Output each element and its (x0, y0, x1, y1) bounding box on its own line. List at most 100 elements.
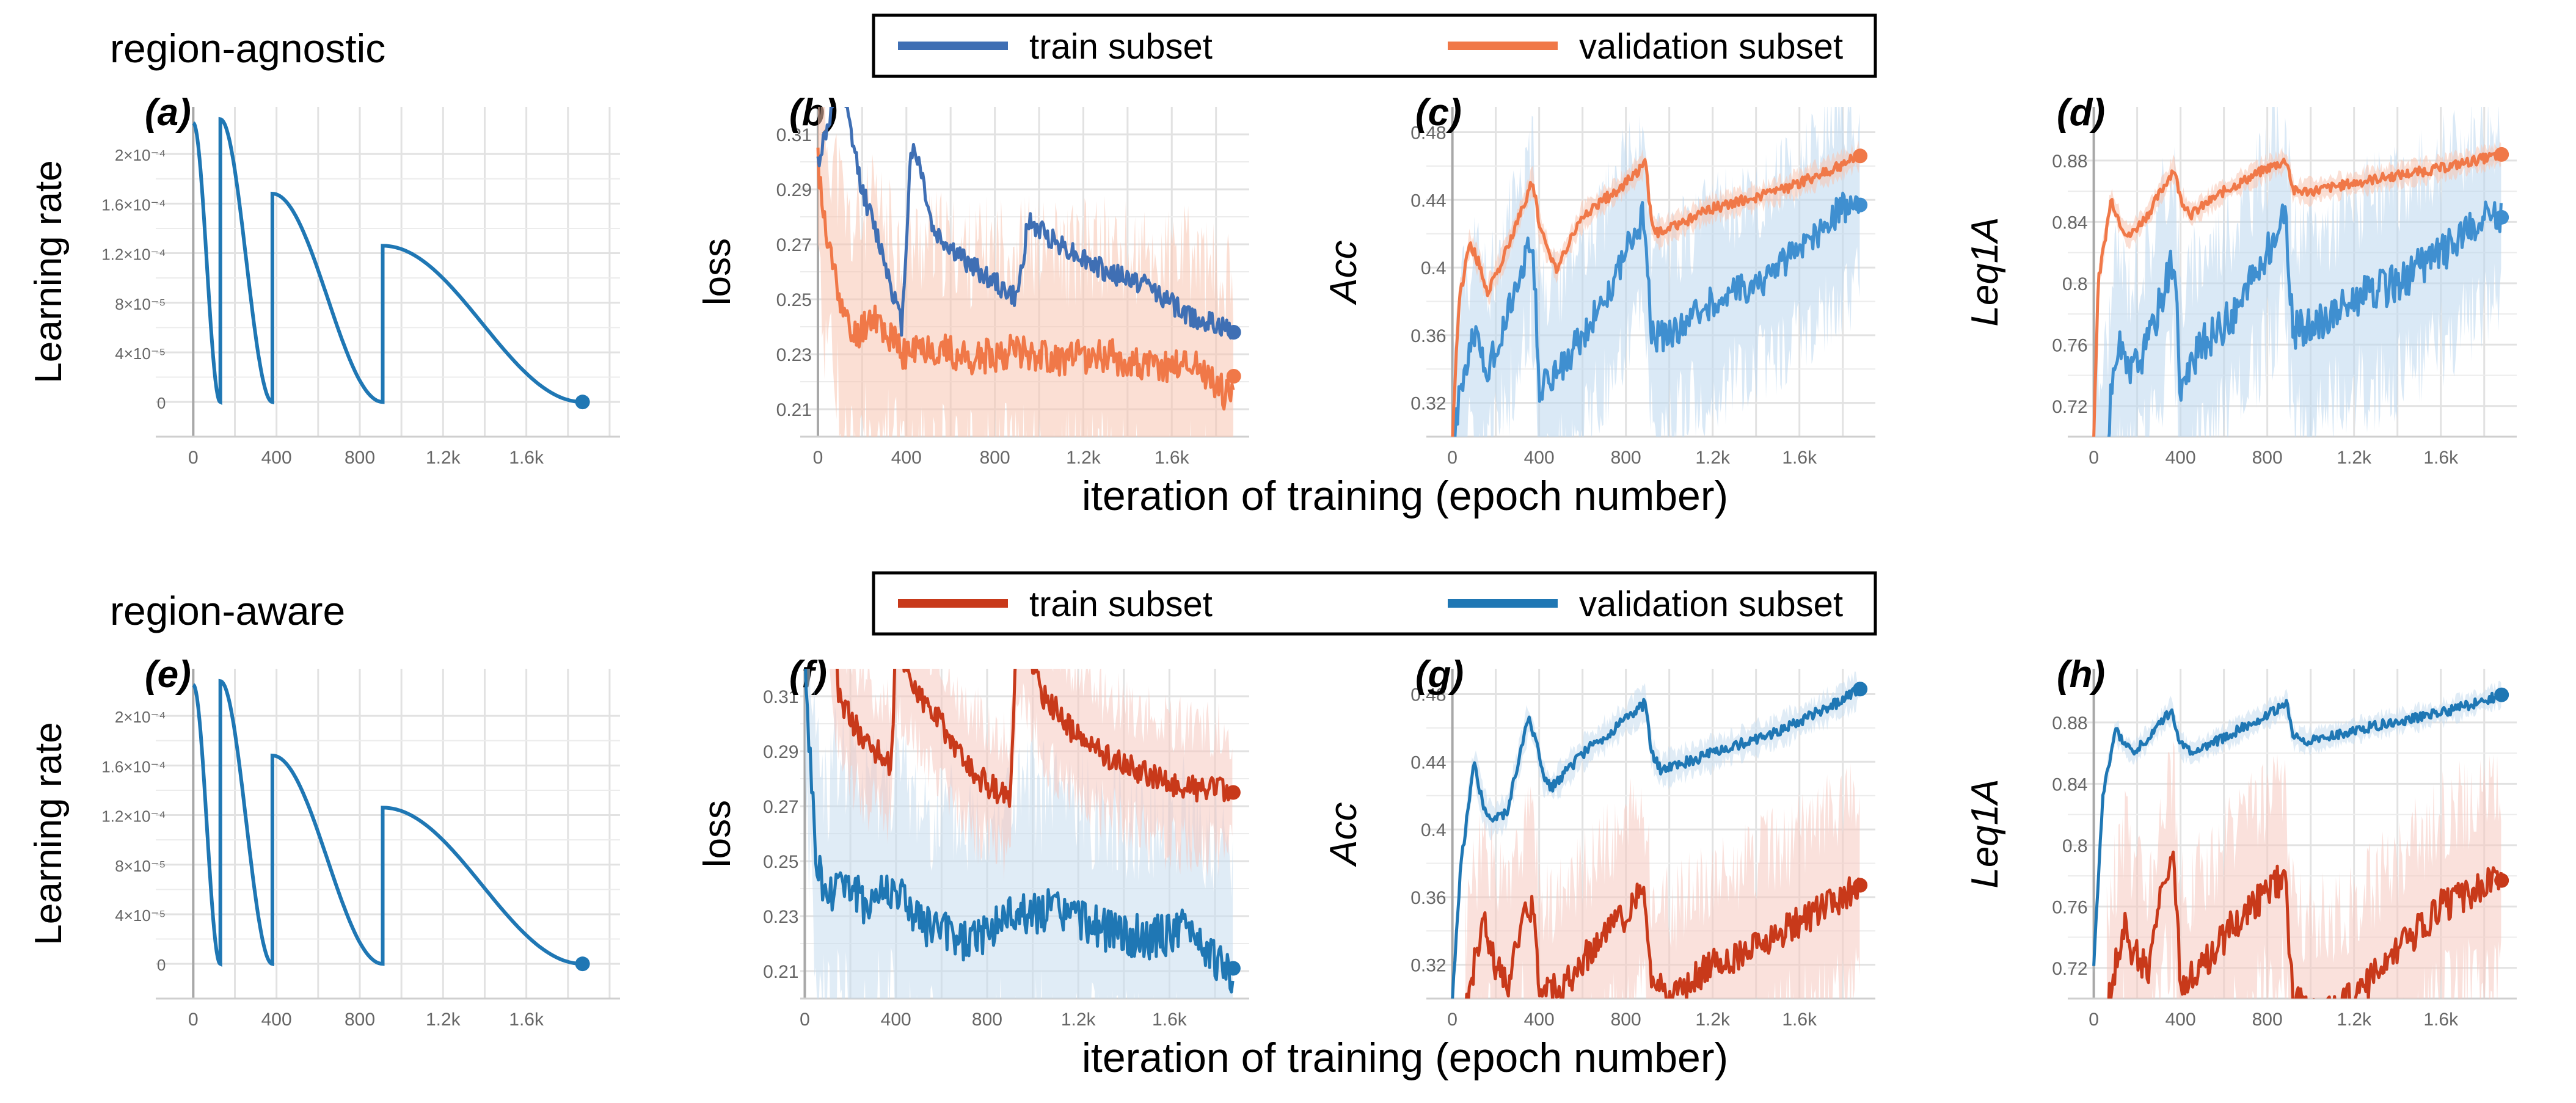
shared-xlabel-bottom: iteration of training (epoch number) (1082, 1035, 1728, 1081)
y-tick-label: 0.48 (1410, 123, 1446, 144)
x-tick-label: 400 (891, 448, 922, 468)
plot-area (2092, 680, 2509, 999)
series-endpoint (1853, 148, 1868, 164)
series-line (2092, 149, 2503, 437)
legend-label-train: train subset (1029, 27, 1213, 67)
series-line (835, 669, 1234, 808)
series-band (1452, 140, 1860, 437)
series-validation-subset (2092, 680, 2509, 974)
y-tick-label: 4×10⁻⁵ (115, 906, 166, 925)
y-tick-label: 0.76 (2052, 897, 2087, 917)
panel-c: 0 400 800 1.2k 1.6k 0.32 0.36 0.4 0.44 0.48 Acc (c) (1323, 92, 1875, 468)
panel-label: (c) (1415, 92, 1462, 134)
series-band (1452, 107, 1860, 437)
x-tick-label: 800 (980, 448, 1010, 468)
series-line (1451, 153, 1861, 437)
series-validation-subset (1451, 140, 1868, 437)
x-tick-label: 800 (2252, 1010, 2283, 1030)
series-endpoint (1226, 369, 1241, 384)
y-tick-label: 0.23 (776, 345, 812, 365)
series-band (1465, 762, 1860, 999)
x-tick-label: 400 (1524, 448, 1555, 468)
x-tick-label: 0 (1447, 448, 1458, 468)
y-tick-label: 0 (157, 956, 166, 974)
x-tick-label: 1.6k (1152, 1010, 1188, 1030)
x-tick-label: 800 (1611, 448, 1641, 468)
x-tick-label: 1.2k (1695, 448, 1731, 468)
y-tick-label: 0.23 (763, 907, 798, 927)
series-endpoint (2494, 147, 2509, 162)
series-endpoint (575, 395, 590, 410)
legend-box (872, 571, 1877, 636)
x-tick-label: 0 (1447, 1010, 1458, 1030)
y-axis-label: Leq1A (1964, 217, 2006, 326)
x-tick-label: 1.2k (1061, 1010, 1096, 1030)
series-validation-subset (804, 669, 1241, 999)
panel-b: 0 400 800 1.2k 1.6k 0.21 0.23 0.25 0.27 0.29 0.31 l… (696, 92, 1249, 468)
series-endpoint (575, 956, 590, 972)
legend-label-train: train subset (1029, 584, 1213, 624)
series-line (1465, 876, 1861, 999)
panel-f: 0 400 800 1.2k 1.6k 0.21 0.23 0.25 0.27 0.29 0.31 l… (696, 653, 1249, 1030)
y-tick-label: 2×10⁻⁴ (115, 708, 166, 726)
y-tick-label: 0.31 (776, 125, 812, 145)
series-train-subset (827, 669, 1241, 881)
y-tick-label: 0.8 (2062, 274, 2088, 294)
plot-area (1451, 107, 1868, 437)
panel-e: 0 400 800 1.2k 1.6k 0 4×10⁻⁵ 8×10⁻⁵ 1.2×10⁻⁴ 1.6×… (27, 653, 620, 1030)
plot-area (2092, 107, 2509, 437)
series-endpoint (2494, 873, 2509, 888)
series-validation-subset (1451, 671, 1868, 999)
series-line (2107, 200, 2503, 437)
x-tick-label: 1.6k (509, 448, 544, 468)
panel-label: (d) (2057, 92, 2105, 134)
y-tick-label: 0.29 (763, 742, 798, 762)
x-tick-label: 1.2k (426, 1010, 461, 1030)
series-endpoint (1853, 878, 1868, 893)
y-tick-label: 0.48 (1410, 685, 1446, 705)
panel-label: (e) (145, 653, 191, 696)
panel-a: 0 400 800 1.2k 1.6k 0 4×10⁻⁵ 8×10⁻⁵ 1.2×10⁻⁴ 1.6×… (27, 92, 620, 468)
y-tick-label: 0.27 (763, 797, 798, 817)
series-learning-rate (192, 117, 590, 410)
x-tick-label: 1.2k (1066, 448, 1101, 468)
y-axis-label: Acc (1323, 802, 1365, 867)
series-validation-subset (816, 107, 1241, 437)
y-tick-label: 0.84 (2052, 774, 2087, 795)
y-tick-label: 0.27 (776, 235, 812, 255)
y-tick-label: 0.29 (776, 180, 812, 200)
legend-bottom: train subset validation subset (872, 571, 1877, 636)
y-tick-label: 1.6×10⁻⁴ (101, 195, 166, 214)
x-tick-label: 400 (1524, 1010, 1555, 1030)
y-tick-label: 0.88 (2052, 151, 2087, 172)
x-tick-label: 800 (972, 1010, 1002, 1030)
y-tick-label: 0.32 (1410, 956, 1446, 976)
x-tick-label: 0 (188, 1010, 199, 1030)
series-endpoint (2494, 687, 2509, 702)
plot-area (192, 679, 590, 972)
x-tick-label: 1.6k (2423, 448, 2459, 468)
series-band (2093, 141, 2501, 437)
y-tick-label: 0.25 (776, 290, 812, 310)
x-tick-label: 1.6k (1782, 1010, 1817, 1030)
panel-label: (g) (1415, 653, 1464, 696)
legend-top: train subset validation subset (872, 13, 1877, 78)
x-tick-label: 1.2k (2337, 448, 2372, 468)
x-tick-label: 0 (800, 1010, 810, 1030)
series-validation-subset (2092, 141, 2509, 437)
y-tick-label: 0.4 (1421, 258, 1447, 278)
series-line (2092, 690, 2503, 966)
series-band (2106, 740, 2501, 999)
y-tick-label: 0.72 (2052, 397, 2087, 417)
y-tick-label: 8×10⁻⁵ (115, 857, 166, 875)
y-tick-label: 0.21 (763, 962, 798, 982)
y-axis-label: Learning rate (27, 160, 70, 383)
y-tick-label: 0.25 (763, 852, 798, 872)
x-tick-label: 800 (2252, 448, 2283, 468)
series-learning-rate (192, 679, 590, 972)
y-tick-label: 0.44 (1410, 752, 1446, 773)
series-endpoint (1853, 682, 1868, 697)
y-tick-label: 0.44 (1410, 191, 1446, 211)
y-axis-label: loss (696, 238, 739, 305)
panel-d: 0 400 800 1.2k 1.6k 0.72 0.76 0.8 0.84 0.88 Leq1A (… (1964, 92, 2517, 468)
